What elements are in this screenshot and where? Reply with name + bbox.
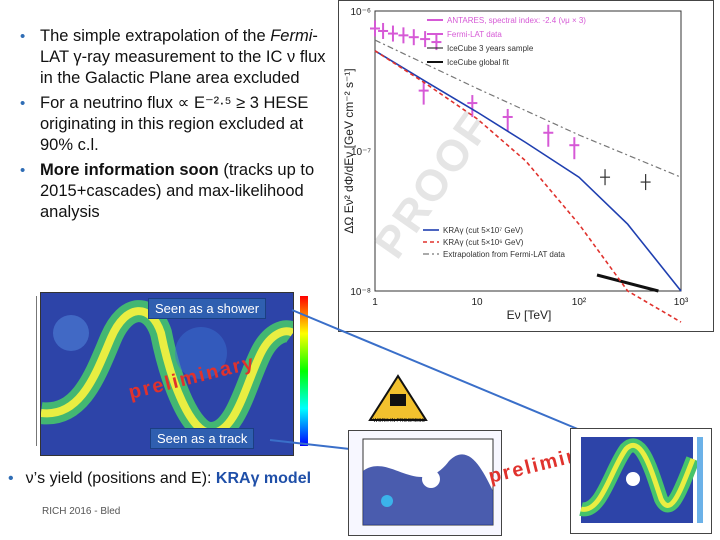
bullet-dot-icon: • [20,162,26,179]
x-tick-label: 10 [471,297,483,308]
x-tick-label: 10² [572,297,587,308]
bullet-3-text-rest: (tracks up to 2015+cascades) and max-lik… [40,161,315,221]
x-axis-label: Eν [TeV] [507,308,552,322]
shower-callout: Seen as a shower [148,298,267,319]
series-line-5 [374,50,682,323]
bullet-item-1: • The simple extrapolation of the Fermi-… [14,26,334,89]
bullet-item-2: • For a neutrino flux ∝ E⁻²·⁵ ≥ 3 HESE o… [14,93,334,156]
fermi-data-point [378,22,389,39]
bullet-1-text-post: -LAT γ-ray measurement to the IC ν flux … [40,27,326,87]
sky-map-shower-image [41,293,293,455]
antares-limit-point [418,82,429,105]
sky-map-axis [30,296,37,446]
bullet-dot-icon: • [20,95,26,112]
track-callout: Seen as a track [150,428,255,449]
fermi-data-point [387,25,398,42]
antares-limit-point [569,137,580,160]
legend-entry: Fermi-LAT data [447,30,502,39]
x-tick-label: 10³ [674,297,689,308]
legend-entry: KRAγ (cut 5×10⁷ GeV) [443,226,523,235]
sky-map-track-left [348,430,502,536]
y-tick-label: 10⁻⁸ [350,287,371,298]
spectrum-chart: 1 10 10² 10³ 10⁻⁸ 10⁻⁷ 10⁻⁶ Eν [TeV] ΔΩ Eν² dΦ… [342,7,689,323]
legend-entry: IceCube global fit [447,58,510,67]
x-tick-label: 1 [372,297,378,308]
antares-limit-point [502,108,513,131]
bullet-list: • The simple extrapolation of the Fermi-… [14,26,334,227]
bullet-1-text-italic: Fermi [270,27,313,45]
legend-entry: KRAγ (cut 5×10⁶ GeV) [443,238,524,247]
y-axis-label: ΔΩ Eν² dΦ/dEν [GeV cm⁻² s⁻¹] [342,68,356,233]
series-line-4 [374,50,682,292]
y-tick-label: 10⁻⁶ [350,7,371,18]
work-in-progress-text: WORK IN PROGRESS [373,418,425,424]
icecube-data-point [640,174,651,191]
work-in-progress-sign [368,374,428,422]
legend-entry: ANTARES, spectral index: -2.4 (νμ × 3) [447,16,586,25]
fermi-data-point [420,31,431,48]
fermi-data-point [370,20,380,37]
fermi-data-point [431,34,442,51]
bullet-dot-icon: • [20,28,26,45]
bottom-bullet: • ν’s yield (positions and E): KRAγ model [8,470,311,488]
series-line-6 [374,39,682,178]
bullet-3-text-bold: More information soon [40,161,219,179]
bullet-dot-icon: • [8,470,14,487]
plot-area [374,10,682,292]
spectrum-chart-panel: 1 10 10² 10³ 10⁻⁸ 10⁻⁷ 10⁻⁶ Eν [TeV] ΔΩ Eν² dΦ… [338,0,714,332]
legend-entry: IceCube 3 years sample [447,44,534,53]
series-line-3 [596,273,659,293]
bullet-2-text: For a neutrino flux ∝ E⁻²·⁵ ≥ 3 HESE ori… [40,94,309,154]
sky-map-track-right [570,428,712,534]
kra-model-text: KRAγ model [215,470,312,487]
bottom-bullet-text: ν’s yield (positions and E): [25,470,216,487]
y-tick-label: 10⁻⁷ [351,147,371,158]
legend-entry: Extrapolation from Fermi-LAT data [443,250,566,259]
fermi-data-point [398,27,409,44]
icecube-data-point [600,169,611,186]
slide-footer: RICH 2016 - Bled [42,506,121,517]
fermi-data-point [408,29,419,46]
antares-limit-point [543,124,554,147]
bullet-1-text-pre: The simple extrapolation of the [40,27,271,45]
bullet-item-3: • More information soon (tracks up to 20… [14,160,334,223]
antares-limit-point [467,95,478,118]
colorbar-left [300,296,308,446]
